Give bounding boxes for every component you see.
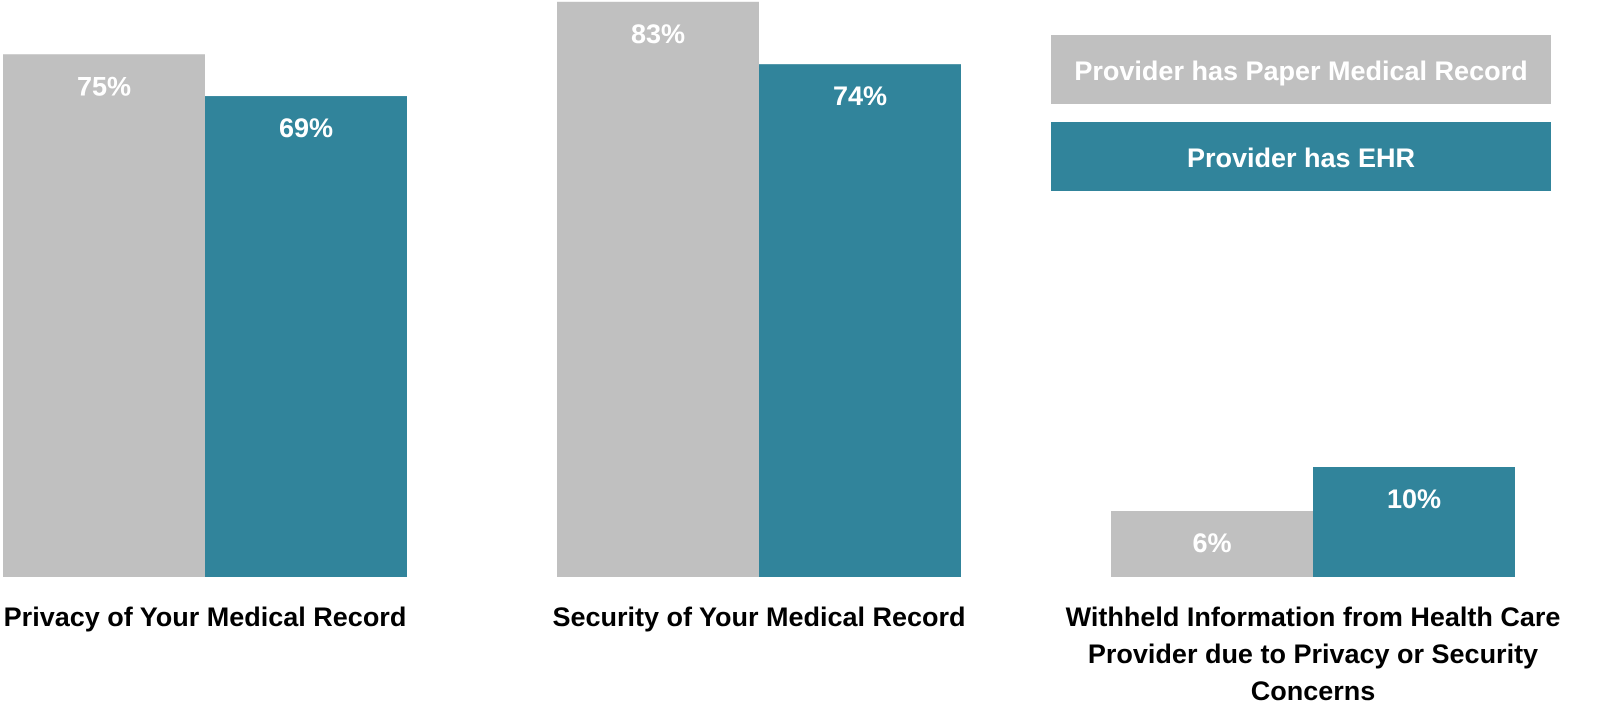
data-label-ehr-group-1: 69%	[279, 113, 333, 143]
category-label-2-line-1: Security of Your Medical Record	[552, 602, 965, 632]
bar-ehr-group-1	[205, 96, 407, 577]
data-label-paper-group-1: 75%	[77, 71, 131, 101]
category-label-3-line-2: Provider due to Privacy or Security	[1088, 639, 1538, 669]
category-label-1-line-1: Privacy of Your Medical Record	[4, 602, 407, 632]
category-label-3-line-3: Concerns	[1251, 676, 1376, 706]
bar-paper-group-1	[3, 54, 205, 577]
data-label-paper-group-2: 83%	[631, 19, 685, 49]
data-label-paper-group-3: 6%	[1192, 528, 1231, 558]
legend-label-paper: Provider has Paper Medical Record	[1074, 56, 1527, 86]
legend-label-ehr: Provider has EHR	[1187, 143, 1415, 173]
data-label-ehr-group-3: 10%	[1387, 484, 1441, 514]
category-label-3-line-1: Withheld Information from Health Care	[1066, 602, 1561, 632]
bar-paper-group-2	[557, 2, 759, 577]
data-label-ehr-group-2: 74%	[833, 81, 887, 111]
bar-ehr-group-2	[759, 64, 961, 577]
